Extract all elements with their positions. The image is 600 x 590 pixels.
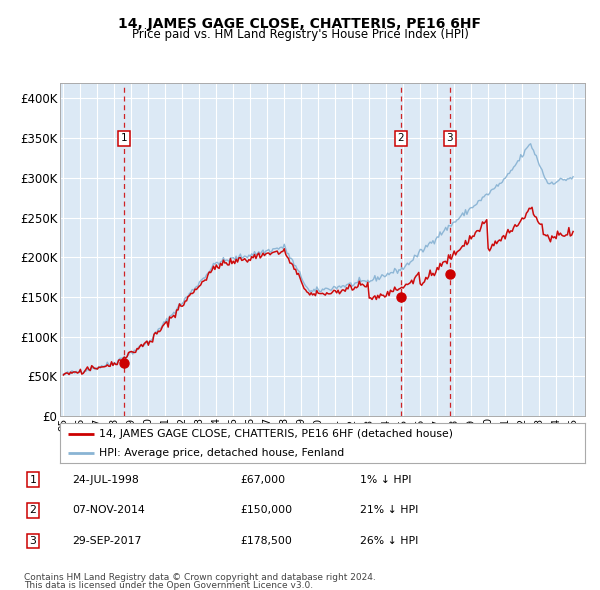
- Text: 29-SEP-2017: 29-SEP-2017: [72, 536, 142, 546]
- Text: 3: 3: [29, 536, 37, 546]
- Text: 14, JAMES GAGE CLOSE, CHATTERIS, PE16 6HF: 14, JAMES GAGE CLOSE, CHATTERIS, PE16 6H…: [119, 17, 482, 31]
- Text: 2: 2: [29, 506, 37, 515]
- Text: £178,500: £178,500: [240, 536, 292, 546]
- Text: 24-JUL-1998: 24-JUL-1998: [72, 475, 139, 484]
- Text: HPI: Average price, detached house, Fenland: HPI: Average price, detached house, Fenl…: [100, 448, 344, 458]
- Text: 1% ↓ HPI: 1% ↓ HPI: [360, 475, 412, 484]
- Text: 1: 1: [29, 475, 37, 484]
- Text: Price paid vs. HM Land Registry's House Price Index (HPI): Price paid vs. HM Land Registry's House …: [131, 28, 469, 41]
- Text: 14, JAMES GAGE CLOSE, CHATTERIS, PE16 6HF (detached house): 14, JAMES GAGE CLOSE, CHATTERIS, PE16 6H…: [100, 430, 454, 440]
- Text: 26% ↓ HPI: 26% ↓ HPI: [360, 536, 418, 546]
- Text: 21% ↓ HPI: 21% ↓ HPI: [360, 506, 418, 515]
- Text: 3: 3: [446, 133, 453, 143]
- Text: Contains HM Land Registry data © Crown copyright and database right 2024.: Contains HM Land Registry data © Crown c…: [24, 572, 376, 582]
- Text: £67,000: £67,000: [240, 475, 285, 484]
- Text: 07-NOV-2014: 07-NOV-2014: [72, 506, 145, 515]
- Text: 2: 2: [397, 133, 404, 143]
- Text: This data is licensed under the Open Government Licence v3.0.: This data is licensed under the Open Gov…: [24, 581, 313, 590]
- Text: 1: 1: [121, 133, 127, 143]
- Text: £150,000: £150,000: [240, 506, 292, 515]
